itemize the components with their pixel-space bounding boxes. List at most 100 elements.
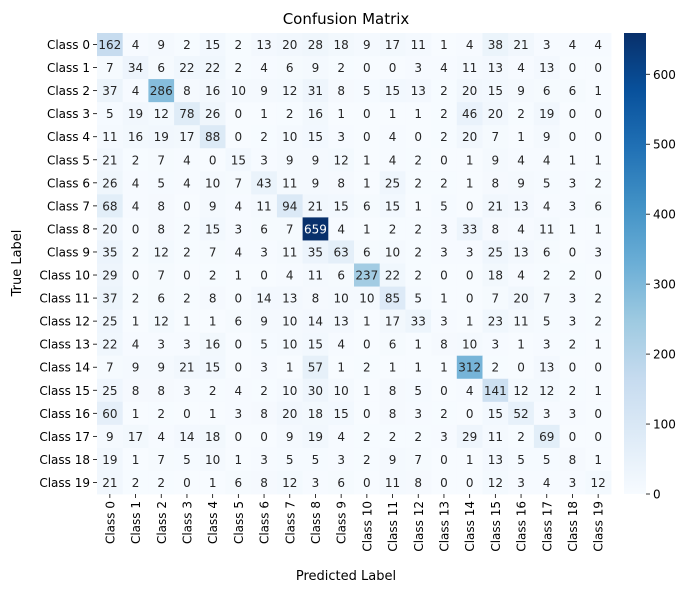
heatmap-cell bbox=[533, 125, 560, 149]
heatmap-cell bbox=[379, 217, 406, 241]
heatmap-cell bbox=[276, 79, 303, 103]
heatmap-cell bbox=[379, 309, 406, 334]
heatmap-cell bbox=[199, 401, 226, 426]
x-tick-label: Class 17 bbox=[540, 501, 554, 552]
cell-value-label: 7 bbox=[157, 453, 165, 467]
cell-value-label: 7 bbox=[106, 61, 114, 75]
heatmap-cell bbox=[97, 355, 124, 380]
cell-value-label: 17 bbox=[179, 130, 194, 144]
heatmap-cell bbox=[354, 148, 381, 172]
heatmap-cell bbox=[533, 355, 560, 380]
heatmap-cell bbox=[585, 378, 612, 403]
cell-value-label: 1 bbox=[183, 315, 191, 329]
cell-value-label: 3 bbox=[414, 407, 422, 421]
cell-value-label: 6 bbox=[543, 84, 551, 98]
x-tick-label: Class 2 bbox=[155, 501, 169, 544]
cell-value-label: 17 bbox=[385, 315, 400, 329]
cell-value-label: 4 bbox=[235, 199, 243, 213]
cell-value-label: 0 bbox=[363, 61, 371, 75]
heatmap-cell bbox=[533, 79, 560, 103]
cell-value-label: 2 bbox=[389, 222, 397, 236]
heatmap-cell bbox=[148, 309, 175, 334]
cell-value-label: 0 bbox=[594, 130, 602, 144]
heatmap-cell bbox=[354, 171, 381, 195]
heatmap-cell bbox=[559, 217, 586, 241]
cell-value-label: 15 bbox=[205, 222, 220, 236]
cell-value-label: 3 bbox=[260, 153, 268, 167]
heatmap-cell bbox=[533, 102, 560, 126]
heatmap-cell bbox=[585, 102, 612, 126]
heatmap-cell bbox=[225, 217, 252, 241]
heatmap-cell bbox=[148, 240, 175, 264]
heatmap-cell bbox=[148, 171, 175, 195]
cell-value-label: 29 bbox=[102, 269, 117, 283]
heatmap-cell bbox=[251, 148, 278, 172]
cell-value-label: 0 bbox=[594, 361, 602, 375]
heatmap-cell bbox=[199, 240, 226, 264]
x-tick-label: Class 16 bbox=[515, 501, 529, 552]
cell-value-label: 10 bbox=[385, 245, 400, 259]
cell-value-label: 4 bbox=[466, 384, 474, 398]
cell-value-label: 0 bbox=[363, 407, 371, 421]
cell-value-label: 6 bbox=[157, 61, 165, 75]
heatmap-cell bbox=[585, 332, 612, 357]
x-tick-label: Class 12 bbox=[412, 501, 426, 552]
heatmap-cell bbox=[354, 401, 381, 426]
cell-value-label: 1 bbox=[132, 315, 140, 329]
cell-value-label: 23 bbox=[488, 315, 503, 329]
cell-value-label: 9 bbox=[312, 153, 320, 167]
cell-value-label: 21 bbox=[102, 153, 117, 167]
cell-value-label: 6 bbox=[157, 292, 165, 306]
heatmap-cell bbox=[251, 102, 278, 126]
cell-value-label: 9 bbox=[132, 361, 140, 375]
heatmap-cell bbox=[97, 102, 124, 126]
heatmap-cell bbox=[431, 332, 458, 357]
heatmap-cell bbox=[122, 217, 149, 241]
cell-value-label: 2 bbox=[440, 130, 448, 144]
cell-value-label: 3 bbox=[492, 338, 500, 352]
cell-value-label: 1 bbox=[209, 476, 217, 490]
cell-value-label: 4 bbox=[337, 338, 345, 352]
heatmap-cell bbox=[456, 355, 483, 380]
heatmap-cell bbox=[379, 125, 406, 149]
heatmap-cell bbox=[482, 148, 509, 172]
cell-value-label: 3 bbox=[569, 476, 577, 490]
y-tick-label: Class 10 bbox=[39, 269, 90, 283]
heatmap-cell bbox=[585, 447, 612, 472]
cell-value-label: 7 bbox=[414, 453, 422, 467]
heatmap-cell bbox=[456, 447, 483, 472]
cell-value-label: 1 bbox=[235, 269, 243, 283]
heatmap-cell bbox=[328, 355, 355, 380]
heatmap-cell bbox=[122, 79, 149, 103]
heatmap-cell bbox=[122, 332, 149, 357]
heatmap-cell bbox=[379, 378, 406, 403]
heatmap-cell bbox=[533, 56, 560, 80]
cell-value-label: 5 bbox=[260, 338, 268, 352]
cell-value-label: 0 bbox=[440, 384, 448, 398]
cell-value-label: 21 bbox=[179, 361, 194, 375]
heatmap-cell bbox=[508, 286, 535, 310]
heatmap-cell bbox=[354, 424, 381, 449]
heatmap-cell bbox=[276, 401, 303, 426]
cell-value-label: 2 bbox=[594, 176, 602, 190]
heatmap-cell bbox=[225, 355, 252, 380]
cell-value-label: 1 bbox=[440, 292, 448, 306]
heatmap-cell bbox=[276, 217, 303, 241]
heatmap-cell bbox=[122, 33, 149, 57]
cell-value-label: 1 bbox=[363, 222, 371, 236]
cell-value-label: 3 bbox=[414, 61, 422, 75]
cell-value-label: 0 bbox=[569, 61, 577, 75]
cell-value-label: 18 bbox=[488, 269, 503, 283]
heatmap-cell bbox=[533, 33, 560, 57]
cell-value-label: 2 bbox=[569, 384, 577, 398]
heatmap-cell bbox=[431, 447, 458, 472]
heatmap-cell bbox=[405, 33, 432, 57]
cell-value-label: 12 bbox=[282, 476, 297, 490]
heatmap-cell bbox=[174, 470, 201, 495]
cell-value-label: 57 bbox=[308, 361, 323, 375]
cell-value-label: 3 bbox=[569, 407, 577, 421]
heatmap-cell bbox=[559, 447, 586, 472]
cell-value-label: 5 bbox=[157, 176, 165, 190]
heatmap-cell bbox=[97, 424, 124, 449]
cell-value-label: 6 bbox=[337, 269, 345, 283]
